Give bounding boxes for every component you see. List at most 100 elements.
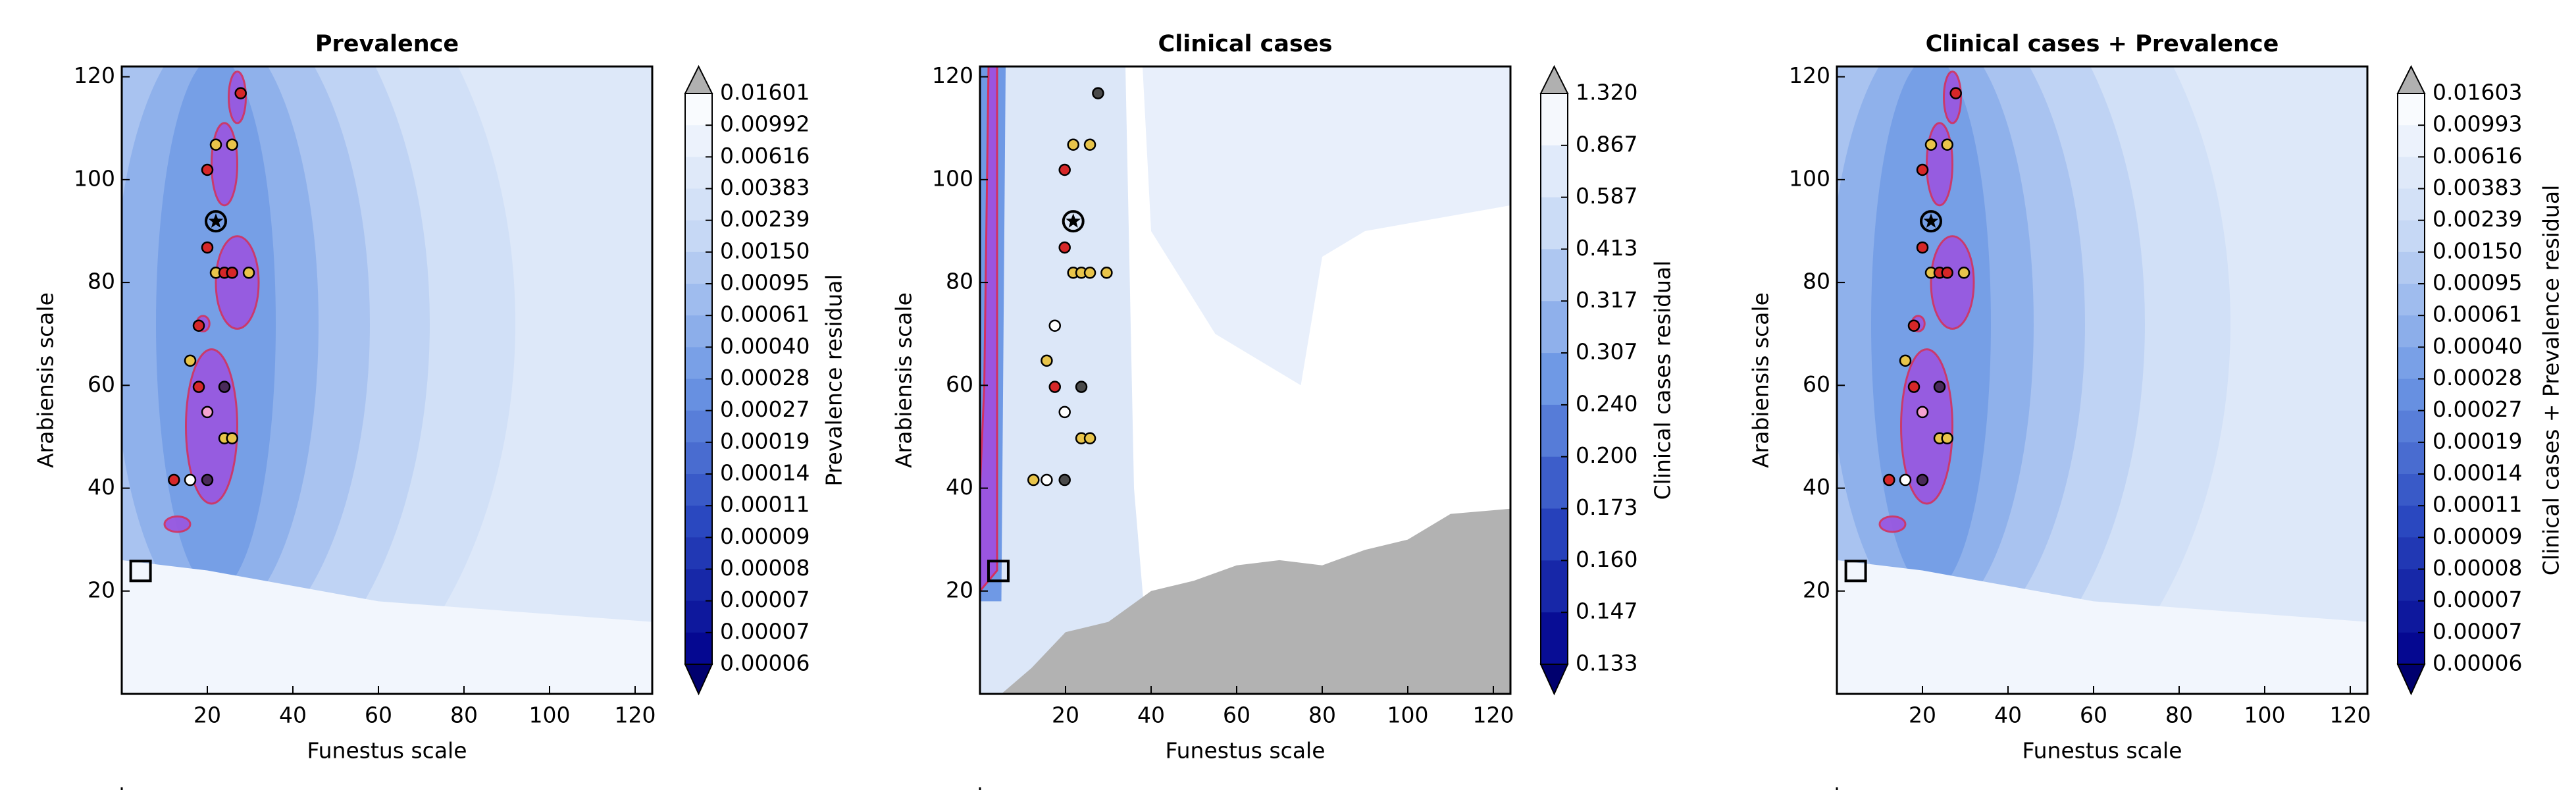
x-tick-label: 100	[2244, 702, 2286, 728]
y-tick-label: 40	[88, 474, 115, 500]
colorbar-segment	[685, 474, 712, 506]
data-point	[201, 473, 214, 487]
colorbar-label: Clinical cases + Prevalence residual	[2538, 185, 2564, 575]
plot-area	[1837, 66, 2367, 694]
colorbar-tick-label: 0.00007	[2433, 618, 2522, 644]
colorbar-tick-label: 0.00014	[720, 460, 810, 486]
plot-area	[122, 66, 652, 694]
data-point	[1058, 163, 1071, 176]
colorbar-tick-label: 0.147	[1576, 598, 1637, 624]
colorbar-tick-label: 0.00006	[720, 650, 810, 676]
data-point	[1048, 381, 1061, 393]
data-point	[1092, 87, 1104, 99]
colorbar-segment	[685, 220, 712, 253]
colorbar-segment	[685, 537, 712, 569]
y-tick-label: 60	[946, 371, 973, 397]
data-point	[1058, 473, 1071, 487]
x-tick-label: 100	[529, 702, 571, 728]
colorbar-tick-label: 0.160	[1576, 546, 1637, 572]
x-axis-label: Funestus scale	[1165, 738, 1325, 764]
colorbar-segment	[685, 442, 712, 475]
data-point	[1907, 381, 1920, 393]
colorbar-extend-top	[2396, 65, 2426, 94]
colorbar-segment	[1541, 197, 1568, 250]
colorbar-tick-label: 0.00011	[720, 492, 810, 517]
colorbar-tick-label: 0.01601	[720, 80, 810, 105]
data-point	[1075, 381, 1088, 393]
data-point	[1067, 138, 1079, 151]
colorbar-tick-label: 0.00061	[2433, 302, 2522, 327]
star-shape	[208, 213, 224, 228]
colorbar-tick-label: 0.00095	[720, 270, 810, 296]
field-level	[122, 560, 652, 694]
colorbar-tick-label: 0.00150	[2433, 238, 2522, 263]
y-tick-label: 120	[74, 63, 115, 88]
x-tick-label: 20	[1909, 702, 1936, 728]
y-axis-label: Arabiensis scale	[33, 292, 59, 468]
field-level	[980, 66, 1151, 694]
data-point	[192, 319, 205, 332]
y-tick-label: 120	[932, 63, 973, 88]
colorbar-segment	[2398, 220, 2425, 253]
star-marker	[1920, 210, 1942, 233]
x-tick-label: 80	[450, 702, 478, 728]
data-point	[218, 381, 231, 393]
field-level	[156, 66, 276, 591]
colorbar-tick-label: 0.00040	[2433, 333, 2522, 359]
colorbar-segment	[1541, 508, 1568, 561]
colorbar-segment	[685, 506, 712, 538]
colorbar-segment	[685, 632, 712, 665]
data-point	[1100, 266, 1113, 279]
colorbar-segment	[1541, 145, 1568, 198]
x-tick-label: 80	[1308, 702, 1336, 728]
data-point	[201, 163, 214, 176]
colorbar-label: Prevalence residual	[821, 274, 847, 486]
colorbar-segment	[2398, 284, 2425, 316]
masked-region	[1001, 508, 1510, 694]
colorbar-segment	[2398, 474, 2425, 506]
data-point	[201, 406, 214, 419]
y-tick-label: 60	[88, 371, 115, 397]
colorbar-segment	[1541, 301, 1568, 354]
data-point	[1916, 473, 1929, 487]
axes-frame	[120, 65, 654, 695]
y-tick-label: 20	[1803, 577, 1830, 602]
colorbar-tick-label: 0.00007	[720, 618, 810, 644]
colorbar-segment	[1541, 353, 1568, 406]
data-point	[1916, 241, 1929, 254]
data-point	[226, 138, 238, 151]
colorbar-tick-label: 0.00007	[2433, 587, 2522, 612]
colorbar-tick-label: 0.00028	[720, 365, 810, 390]
colorbar-segment	[685, 569, 712, 602]
colorbar-tick-label: 0.00008	[720, 555, 810, 581]
data-point	[192, 381, 205, 393]
colorbar-tick-label: 0.00009	[720, 523, 810, 549]
y-tick-label: 100	[932, 165, 973, 191]
colorbar-extend-bottom	[684, 664, 713, 696]
colorbar-segment	[685, 157, 712, 189]
square-marker	[987, 560, 1010, 583]
colorbar-segment	[685, 251, 712, 284]
chart-title: Clinical cases + Prevalence	[1926, 31, 2279, 57]
colorbar-segment	[685, 600, 712, 633]
data-point	[1083, 266, 1096, 279]
field-level	[1143, 66, 1510, 386]
colorbar-tick-label: 0.00095	[2433, 270, 2522, 296]
colorbar-tick-label: 0.00150	[720, 238, 810, 263]
data-point	[1916, 163, 1929, 176]
colorbar-frame	[1540, 93, 1568, 665]
colorbar-segment	[2398, 347, 2425, 379]
colorbar-segment	[2398, 93, 2425, 126]
y-tick-label: 80	[946, 269, 973, 294]
data-point	[184, 354, 197, 367]
colorbar-tick-label: 0.173	[1576, 494, 1637, 520]
data-point	[1949, 87, 1962, 99]
x-tick-label: 60	[1223, 702, 1250, 728]
colorbar-segment	[2398, 632, 2425, 665]
x-tick-label: 40	[1137, 702, 1165, 728]
data-point	[1041, 473, 1053, 487]
data-point	[226, 432, 238, 445]
data-point	[234, 87, 247, 99]
cut-region	[1930, 235, 1975, 330]
field-level	[1837, 560, 2367, 694]
